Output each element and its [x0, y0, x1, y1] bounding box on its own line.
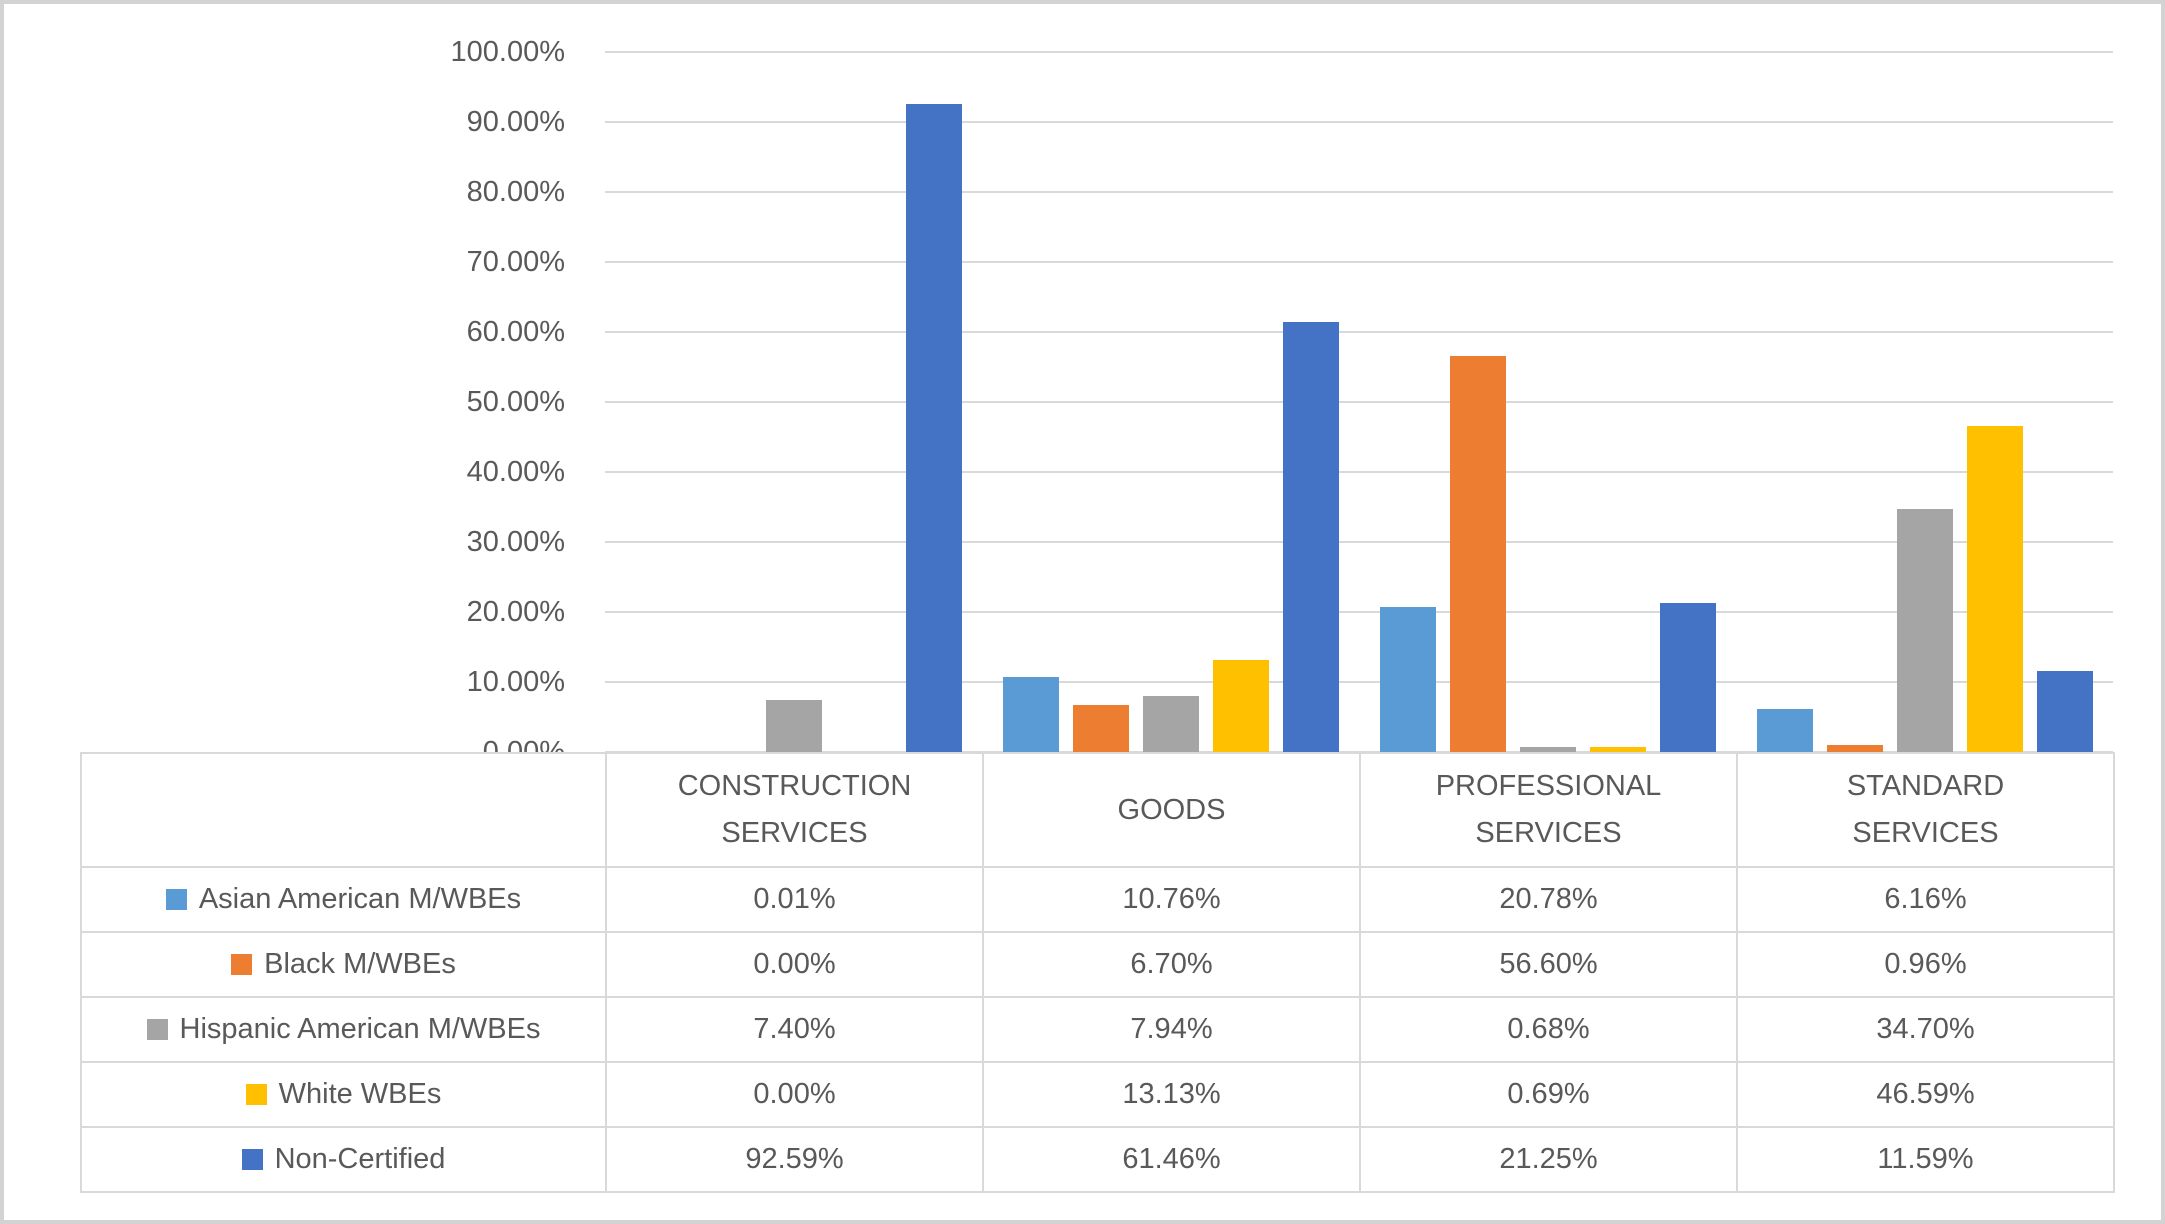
value-cell-asian-american-m-wbes-professional-services: 20.78%: [1359, 866, 1738, 933]
value-cell-non-certified-standard-services: 11.59%: [1736, 1126, 2115, 1193]
bar-asian-american-m-wbes-standard-services: [1756, 708, 1813, 752]
legend-cell-hispanic-american-m-wbes: Hispanic American M/WBEs: [80, 996, 607, 1063]
gridline: [605, 121, 2113, 123]
bar-non-certified-professional-services: [1659, 603, 1716, 752]
legend-label: Asian American M/WBEs: [198, 883, 522, 915]
bar-groups: [605, 52, 2113, 752]
value-cell-non-certified-professional-services: 21.25%: [1359, 1126, 1738, 1193]
value-cell-white-wbes-standard-services: 46.59%: [1736, 1061, 2115, 1128]
bar-hispanic-american-m-wbes-construction-services: [765, 700, 822, 752]
value-cell-white-wbes-goods: 13.13%: [982, 1061, 1361, 1128]
y-axis-tick-label: 100.00%: [450, 36, 566, 68]
y-axis-tick-label: 90.00%: [466, 106, 565, 138]
value-cell-white-wbes-professional-services: 0.69%: [1359, 1061, 1738, 1128]
bar-non-certified-goods: [1282, 321, 1339, 752]
gridline: [605, 541, 2113, 543]
gridline: [605, 261, 2113, 263]
value-cell-black-m-wbes-goods: 6.70%: [982, 931, 1361, 998]
y-axis-tick-label: 60.00%: [466, 316, 565, 348]
table-corner-cell: [80, 752, 607, 868]
y-axis-tick-label: 30.00%: [466, 526, 565, 558]
bar-asian-american-m-wbes-professional-services: [1379, 606, 1436, 752]
value-cell-white-wbes-construction-services: 0.00%: [605, 1061, 984, 1128]
legend-swatch-asian-american-m-wbes: [165, 889, 187, 910]
bar-group-professional-services: [1359, 52, 1736, 752]
value-cell-black-m-wbes-standard-services: 0.96%: [1736, 931, 2115, 998]
bar-asian-american-m-wbes-goods: [1002, 676, 1059, 752]
value-cell-asian-american-m-wbes-goods: 10.76%: [982, 866, 1361, 933]
bar-white-wbes-goods: [1212, 660, 1269, 752]
legend-label: Non-Certified: [274, 1143, 446, 1175]
value-cell-black-m-wbes-construction-services: 0.00%: [605, 931, 984, 998]
value-cell-asian-american-m-wbes-construction-services: 0.01%: [605, 866, 984, 933]
table-row-white-wbes: White WBEs 0.00% 13.13% 0.69% 46.59%: [80, 1061, 2115, 1128]
category-header-construction-services: CONSTRUCTION SERVICES: [605, 752, 984, 868]
gridline: [605, 331, 2113, 333]
y-axis-tick-label: 10.00%: [466, 666, 565, 698]
value-cell-asian-american-m-wbes-standard-services: 6.16%: [1736, 866, 2115, 933]
bar-white-wbes-standard-services: [1966, 425, 2023, 752]
value-cell-non-certified-construction-services: 92.59%: [605, 1126, 984, 1193]
y-axis-tick-label: 70.00%: [466, 246, 565, 278]
value-cell-hispanic-american-m-wbes-standard-services: 34.70%: [1736, 996, 2115, 1063]
category-header-row: CONSTRUCTION SERVICES GOODS PROFESSIONAL S…: [80, 752, 2115, 868]
y-axis-tick-label: 80.00%: [466, 176, 565, 208]
legend-cell-white-wbes: White WBEs: [80, 1061, 607, 1128]
legend-label: White WBEs: [278, 1078, 442, 1110]
legend-cell-black-m-wbes: Black M/WBEs: [80, 931, 607, 998]
gridline: [605, 681, 2113, 683]
gridline: [605, 471, 2113, 473]
table-row-hispanic-american-m-wbes: Hispanic American M/WBEs 7.40% 7.94% 0.68% 3…: [80, 996, 2115, 1063]
bar-hispanic-american-m-wbes-goods: [1142, 696, 1199, 752]
bar-group-goods: [982, 52, 1359, 752]
category-header-goods: GOODS: [982, 752, 1361, 868]
legend-swatch-black-m-wbes: [231, 954, 253, 975]
table-row-non-certified: Non-Certified 92.59% 61.46% 21.25% 11.59%: [80, 1126, 2115, 1193]
table-row-black-m-wbes: Black M/WBEs 0.00% 6.70% 56.60% 0.96%: [80, 931, 2115, 998]
y-axis: 100.00% 90.00% 80.00% 70.00% 60.00% 50.00% 40.…: [4, 4, 566, 768]
bar-group-construction-services: [605, 52, 982, 752]
gridline: [605, 611, 2113, 613]
legend-label: Black M/WBEs: [264, 948, 456, 980]
legend-swatch-white-wbes: [245, 1084, 267, 1105]
data-table: CONSTRUCTION SERVICES GOODS PROFESSIONAL S…: [80, 752, 2115, 1193]
y-axis-tick-label: 50.00%: [466, 386, 565, 418]
bar-white-wbes-professional-services: [1589, 747, 1646, 752]
value-cell-non-certified-goods: 61.46%: [982, 1126, 1361, 1193]
bar-hispanic-american-m-wbes-professional-services: [1519, 747, 1576, 752]
value-cell-hispanic-american-m-wbes-construction-services: 7.40%: [605, 996, 984, 1063]
legend-cell-asian-american-m-wbes: Asian American M/WBEs: [80, 866, 607, 933]
bar-non-certified-standard-services: [2036, 670, 2093, 752]
bar-non-certified-construction-services: [905, 103, 962, 752]
bar-black-m-wbes-standard-services: [1826, 745, 1883, 752]
value-cell-black-m-wbes-professional-services: 56.60%: [1359, 931, 1738, 998]
bar-group-standard-services: [1736, 52, 2113, 752]
bar-hispanic-american-m-wbes-standard-services: [1896, 509, 1953, 752]
category-header-standard-services: STANDARD SERVICES: [1736, 752, 2115, 868]
plot-area: [605, 51, 2113, 753]
category-header-professional-services: PROFESSIONAL SERVICES: [1359, 752, 1738, 868]
legend-swatch-non-certified: [241, 1149, 263, 1170]
gridline: [605, 191, 2113, 193]
y-axis-tick-label: 20.00%: [466, 596, 565, 628]
legend-cell-non-certified: Non-Certified: [80, 1126, 607, 1193]
legend-swatch-hispanic-american-m-wbes: [146, 1019, 168, 1040]
gridline: [605, 51, 2113, 53]
y-axis-tick-label: 40.00%: [466, 456, 565, 488]
bar-black-m-wbes-professional-services: [1449, 355, 1506, 752]
bar-black-m-wbes-goods: [1072, 705, 1129, 752]
gridline: [605, 401, 2113, 403]
legend-label: Hispanic American M/WBEs: [179, 1013, 541, 1045]
value-cell-hispanic-american-m-wbes-goods: 7.94%: [982, 996, 1361, 1063]
value-cell-hispanic-american-m-wbes-professional-services: 0.68%: [1359, 996, 1738, 1063]
gridline: [605, 751, 2113, 753]
table-row-asian-american-m-wbes: Asian American M/WBEs 0.01% 10.76% 20.78% 6.…: [80, 866, 2115, 933]
